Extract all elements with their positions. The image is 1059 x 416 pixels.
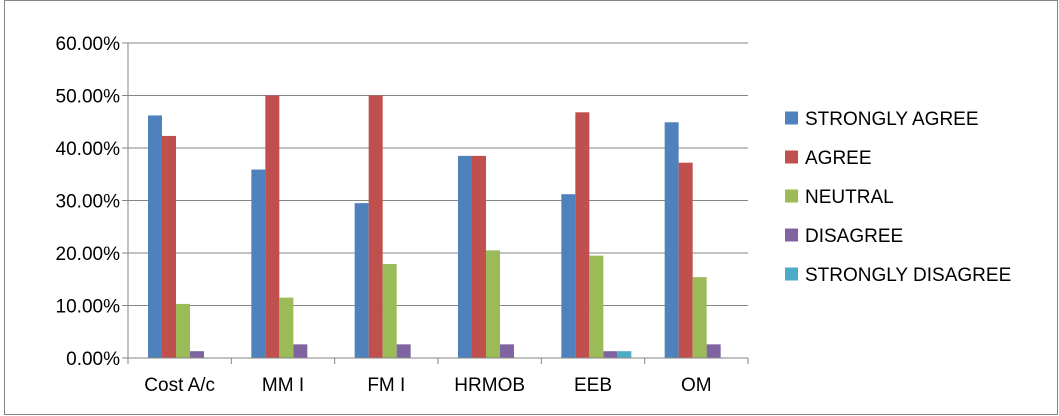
y-tick-label: 20.00% [56,244,121,265]
bar-chart: 0.00% 10.00% 20.00% 30.00% 40.00% 50.00% 60.00… [56,34,1012,396]
bar-disagree-hrmob [500,344,514,358]
legend-label: STRONGLY AGREE [805,109,979,130]
x-tick-label: Cost A/c [144,375,215,396]
bar-disagree-mm-i [293,344,308,358]
y-tick-label: 60.00% [56,34,121,55]
bar-agree-cost-a-c [162,135,176,358]
bar-neutral-fm-i [382,264,397,358]
bar-neutral-eeb [589,255,604,358]
bar-agree-fm-i [368,95,383,358]
y-tick-label: 0.00% [66,349,120,370]
legend-label: DISAGREE [805,226,903,247]
bar-disagree-cost-a-c [190,351,204,358]
x-tick-label: HRMOB [454,375,525,396]
bar-neutral-om [692,277,707,358]
legend: STRONGLY AGREE AGREE NEUTRAL DISAGREE STRONG… [785,109,1011,286]
gridlines [128,42,748,306]
y-tick-label: 30.00% [56,192,121,213]
legend-swatch [785,150,798,164]
x-tick-label: FM I [367,375,405,396]
bar-neutral-mm-i [279,297,294,358]
bar-strongly-agree-fm-i [354,203,369,358]
y-tick-label: 40.00% [56,139,121,160]
bar-strongly-agree-cost-a-c [148,115,162,358]
y-tick-label: 50.00% [56,87,121,108]
bar-disagree-fm-i [396,344,411,358]
axes [122,42,749,364]
bar-strongly-disagree-eeb [617,351,632,358]
bar-strongly-agree-om [664,122,679,359]
bar-strongly-agree-hrmob [458,155,472,358]
legend-label: STRONGLY DISAGREE [805,265,1011,286]
legend-swatch [785,189,798,203]
y-tick-label: 10.00% [56,297,121,318]
legend-swatch [785,228,798,242]
chart-area: 0.00% 10.00% 20.00% 30.00% 40.00% 50.00% 60.00… [4,0,1058,415]
bars [148,95,721,359]
x-tick-label: OM [681,375,712,396]
bar-agree-mm-i [265,95,280,358]
x-tick-label: MM I [262,375,304,396]
bar-agree-om [678,162,693,358]
legend-swatch [785,267,798,281]
legend-label: AGREE [805,148,872,169]
x-axis-tick-labels: Cost A/c MM I FM I HRMOB EEB OM [144,375,711,396]
bar-agree-hrmob [472,155,486,358]
bar-agree-eeb [575,112,590,358]
bar-strongly-agree-eeb [561,194,576,358]
legend-swatch [785,111,798,125]
bar-neutral-hrmob [486,250,500,358]
bar-disagree-om [706,344,721,358]
bar-strongly-agree-mm-i [251,169,266,358]
bar-disagree-eeb [603,351,618,358]
y-axis-tick-labels: 0.00% 10.00% 20.00% 30.00% 40.00% 50.00% 60.00… [56,34,121,370]
bar-neutral-cost-a-c [176,303,190,358]
x-tick-label: EEB [574,375,612,396]
legend-label: NEUTRAL [805,187,894,208]
